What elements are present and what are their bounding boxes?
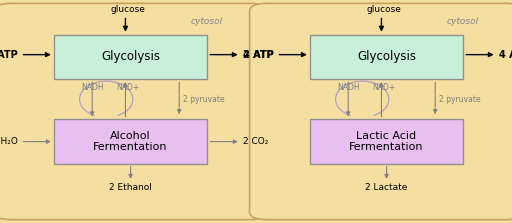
Text: 2 ATP: 2 ATP xyxy=(0,50,18,60)
Text: Lactic Acid
Fermentation: Lactic Acid Fermentation xyxy=(349,131,424,152)
Text: 2 Lactate: 2 Lactate xyxy=(366,183,408,192)
Text: NAD+: NAD+ xyxy=(116,83,140,91)
Text: NADH: NADH xyxy=(81,83,103,91)
Text: 2 pyruvate: 2 pyruvate xyxy=(183,95,225,104)
FancyBboxPatch shape xyxy=(54,119,207,164)
FancyBboxPatch shape xyxy=(54,35,207,79)
Text: glucose: glucose xyxy=(111,5,145,14)
Text: NAD+: NAD+ xyxy=(372,83,396,91)
Text: 4 ATP: 4 ATP xyxy=(243,50,274,60)
Text: glucose: glucose xyxy=(367,5,401,14)
Text: 2 ATP: 2 ATP xyxy=(243,50,274,60)
Text: 2 H₂O: 2 H₂O xyxy=(0,137,18,146)
Text: 2 pyruvate: 2 pyruvate xyxy=(439,95,481,104)
FancyBboxPatch shape xyxy=(0,3,267,220)
FancyBboxPatch shape xyxy=(310,35,463,79)
FancyBboxPatch shape xyxy=(310,119,463,164)
Text: 2 CO₂: 2 CO₂ xyxy=(243,137,269,146)
Text: cytosol: cytosol xyxy=(446,17,479,26)
Text: Alcohol
Fermentation: Alcohol Fermentation xyxy=(93,131,168,152)
Text: 4 ATP: 4 ATP xyxy=(499,50,512,60)
Text: 2 Ethanol: 2 Ethanol xyxy=(109,183,152,192)
Text: cytosol: cytosol xyxy=(190,17,223,26)
Text: Glycolysis: Glycolysis xyxy=(357,50,416,63)
Text: Glycolysis: Glycolysis xyxy=(101,50,160,63)
FancyBboxPatch shape xyxy=(249,3,512,220)
Text: NADH: NADH xyxy=(337,83,359,91)
